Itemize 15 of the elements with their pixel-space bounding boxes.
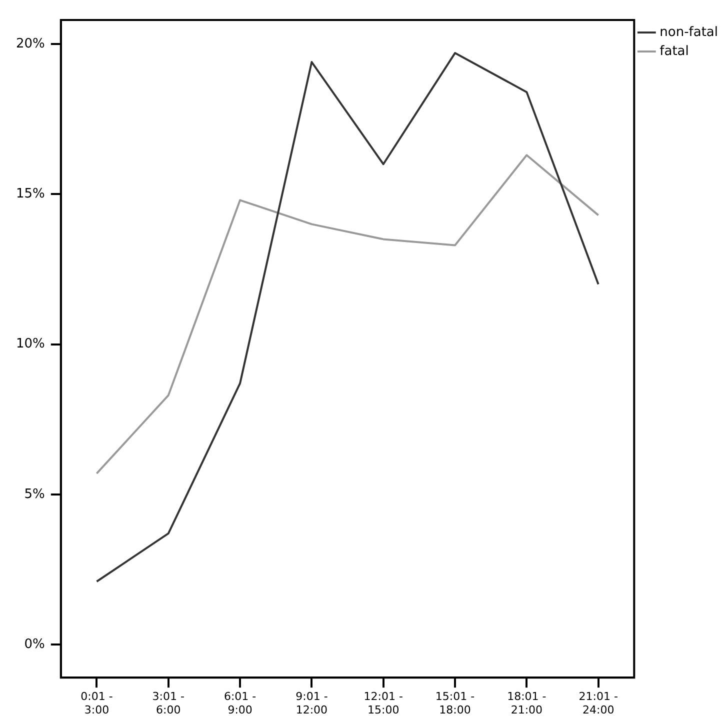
- y-tick-label: 15%: [16, 186, 45, 202]
- legend-label: non-fatal: [660, 24, 718, 40]
- x-tick-label: 21:01 - 24:00: [578, 690, 618, 716]
- x-tick-label: 12:01 - 15:00: [364, 690, 403, 716]
- y-tick-label: 5%: [24, 486, 45, 502]
- x-tick-label: 9:01 - 12:00: [296, 690, 328, 716]
- x-tick-label: 3:01 - 6:00: [152, 690, 184, 716]
- x-tick-label: 0:01 - 3:00: [80, 690, 113, 716]
- legend-label: fatal: [660, 44, 689, 59]
- y-tick-label: 20%: [16, 36, 45, 52]
- x-tick-label: 15:01 - 18:00: [435, 690, 475, 716]
- x-tick-label: 18:01 - 21:00: [507, 690, 546, 716]
- x-tick-label: 6:01 - 9:00: [224, 690, 256, 716]
- y-tick-label: 10%: [16, 336, 45, 352]
- y-tick-label: 0%: [24, 636, 45, 652]
